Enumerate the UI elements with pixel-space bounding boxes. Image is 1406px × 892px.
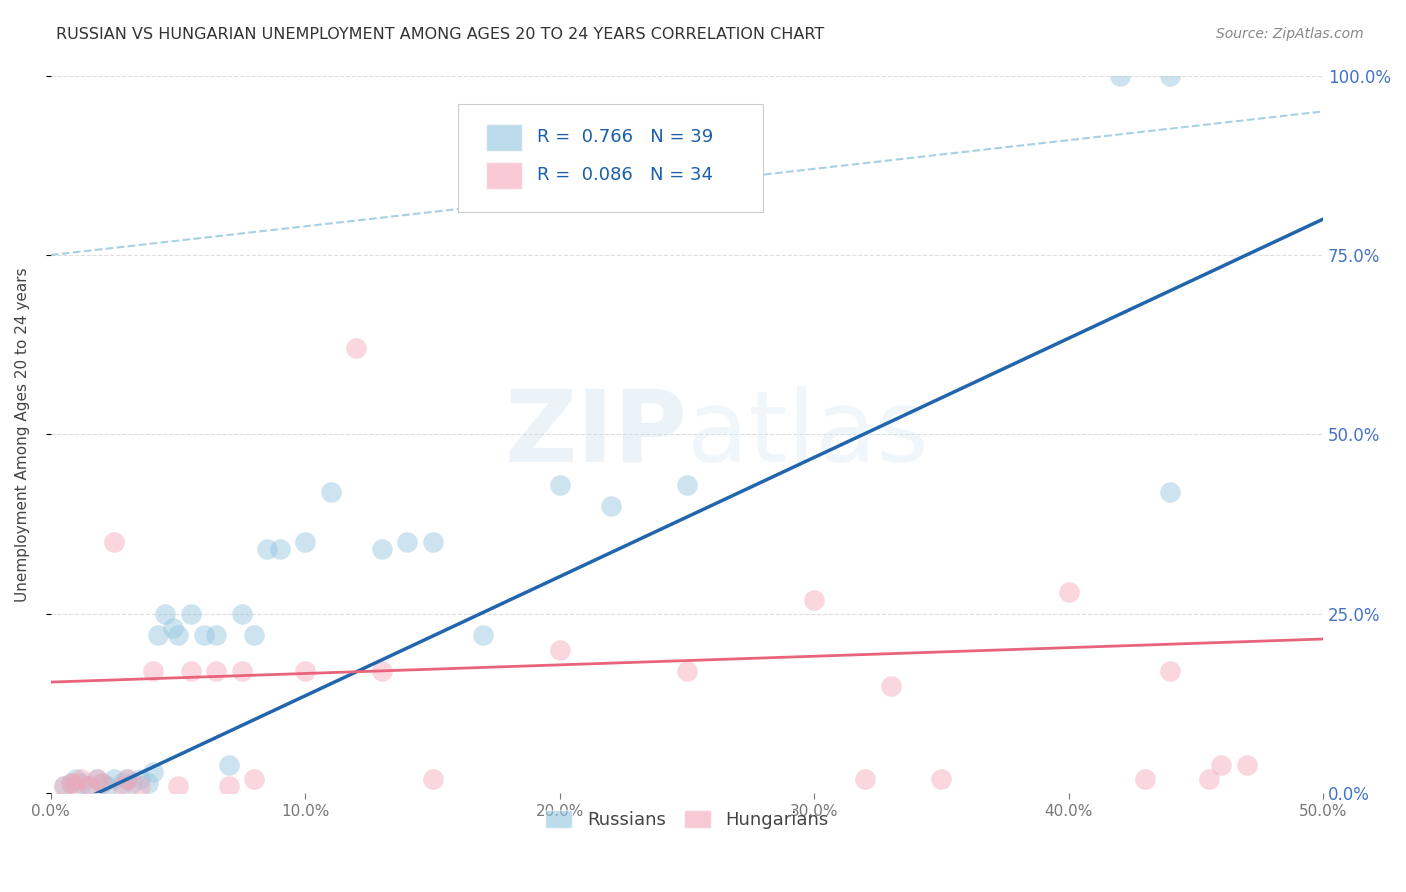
Point [548, 477, 571, 491]
Point [1211, 757, 1233, 772]
Point [269, 542, 291, 557]
Point [243, 628, 266, 642]
Point [70, 772, 93, 786]
Point [70, 775, 93, 789]
Text: R =  0.086   N = 34: R = 0.086 N = 34 [537, 166, 713, 185]
Point [599, 500, 621, 514]
Point [243, 772, 266, 786]
Point [103, 535, 125, 549]
Point [121, 775, 143, 789]
Point [65, 772, 87, 786]
Point [142, 665, 165, 679]
Point [422, 535, 444, 549]
Y-axis label: Unemployment Among Ages 20 to 24 years: Unemployment Among Ages 20 to 24 years [15, 267, 30, 602]
Point [77, 779, 100, 793]
Text: ZIP: ZIP [505, 386, 688, 483]
Point [256, 542, 278, 557]
Point [422, 772, 444, 786]
Point [86, 772, 108, 786]
Point [879, 679, 901, 693]
Point [853, 772, 876, 786]
Point [218, 757, 240, 772]
Point [180, 665, 202, 679]
Point [180, 607, 202, 621]
Point [231, 607, 253, 621]
Point [803, 592, 825, 607]
Point [65, 775, 87, 789]
Point [548, 642, 571, 657]
Point [96, 779, 118, 793]
Point [370, 542, 392, 557]
Point [103, 772, 125, 786]
Point [167, 628, 190, 642]
Point [52, 779, 75, 793]
Point [1159, 69, 1181, 83]
Point [676, 477, 699, 491]
Point [676, 665, 699, 679]
Text: atlas: atlas [688, 386, 928, 483]
Point [1133, 772, 1156, 786]
Point [1057, 585, 1080, 599]
Point [142, 764, 165, 779]
Point [90, 775, 112, 789]
Point [146, 628, 169, 642]
Point [111, 775, 134, 789]
Point [77, 779, 100, 793]
Bar [486, 161, 522, 189]
Point [193, 628, 215, 642]
Point [60, 775, 83, 789]
Bar [486, 124, 522, 151]
Point [128, 779, 150, 793]
Point [205, 628, 228, 642]
Text: RUSSIAN VS HUNGARIAN UNEMPLOYMENT AMONG AGES 20 TO 24 YEARS CORRELATION CHART: RUSSIAN VS HUNGARIAN UNEMPLOYMENT AMONG … [56, 27, 824, 42]
Point [60, 775, 83, 789]
Point [344, 341, 367, 355]
Point [1159, 484, 1181, 499]
Point [396, 535, 419, 549]
FancyBboxPatch shape [458, 104, 763, 212]
Legend: Russians, Hungarians: Russians, Hungarians [540, 805, 834, 835]
Point [294, 535, 316, 549]
Point [205, 665, 228, 679]
Point [231, 665, 253, 679]
Point [1159, 665, 1181, 679]
Point [1236, 757, 1258, 772]
Point [370, 665, 392, 679]
Point [218, 779, 240, 793]
Text: Source: ZipAtlas.com: Source: ZipAtlas.com [1216, 27, 1364, 41]
Point [52, 779, 75, 793]
Point [167, 779, 190, 793]
Point [162, 621, 184, 635]
Point [1198, 772, 1220, 786]
Point [90, 775, 112, 789]
Point [111, 779, 134, 793]
Point [931, 772, 953, 786]
Point [86, 772, 108, 786]
Point [319, 484, 342, 499]
Point [128, 772, 150, 786]
Point [115, 772, 138, 786]
Point [294, 665, 316, 679]
Point [115, 772, 138, 786]
Point [136, 775, 159, 789]
Point [472, 628, 495, 642]
Point [155, 607, 177, 621]
Text: R =  0.766   N = 39: R = 0.766 N = 39 [537, 128, 713, 146]
Point [1108, 69, 1130, 83]
